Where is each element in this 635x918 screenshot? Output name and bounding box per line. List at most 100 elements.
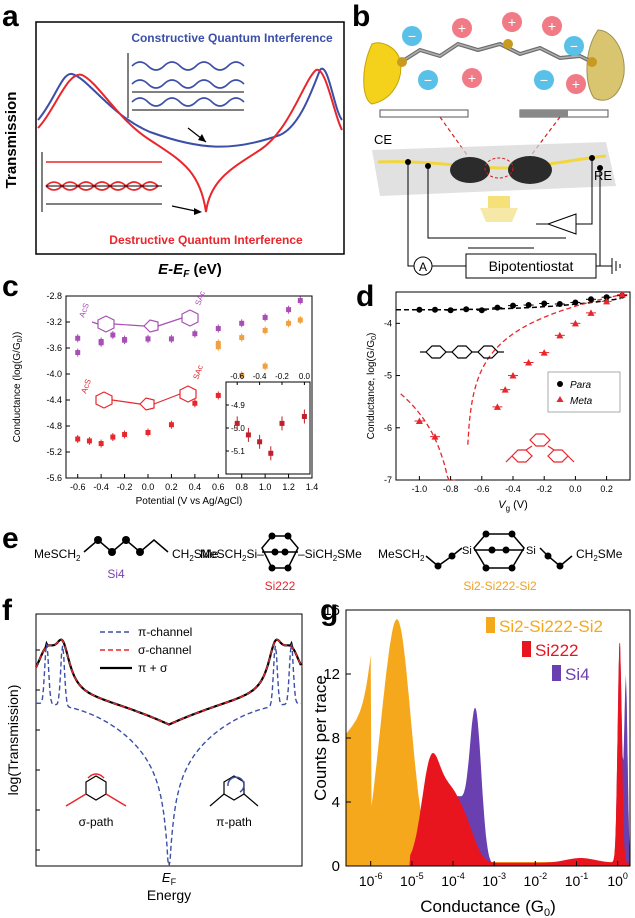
panel-d-para-point — [510, 302, 516, 309]
panel-c-xtick-label: 1.0 — [259, 482, 272, 492]
panel-c-point — [86, 438, 92, 444]
panel-c-ytick-label: -4.8 — [46, 421, 62, 431]
panel-d-meta-point — [525, 359, 533, 366]
panel-a-xlabel: E-EF (eV) — [158, 261, 222, 280]
si2-si222-si2-label: Si2-Si222-Si2 — [463, 579, 537, 593]
panel-d-meta-point — [501, 386, 509, 393]
panel-d-xtick-label: 0.2 — [600, 484, 613, 494]
panel-g-xlabel: Conductance (G0) — [420, 897, 556, 918]
panel-c-inset-ytick-label: -5.0 — [231, 424, 245, 433]
panel-c-point — [168, 422, 174, 428]
svg-text:+: + — [458, 20, 466, 36]
panel-c-molecules: AcS SAc AcS SAc — [77, 290, 207, 411]
panel-label-d: d — [356, 280, 374, 313]
anion-4 — [534, 70, 554, 90]
panel-d-para-point — [494, 304, 501, 311]
panel-c-point — [145, 430, 151, 435]
panel-f-sigma-path-label: σ-path — [79, 815, 114, 829]
panel-d-xtick-label: -0.2 — [536, 484, 552, 494]
svg-text:AcS: AcS — [77, 302, 90, 319]
panel-c-ytick-label: -5.2 — [46, 447, 62, 457]
panel-d-meta-point — [540, 349, 548, 356]
svg-text:−: − — [424, 72, 432, 88]
panel-g-xtick-label: 10-5 — [400, 871, 424, 889]
svg-text:Si: Si — [462, 545, 472, 557]
re-label: RE — [594, 168, 612, 183]
panel-c-point — [262, 314, 268, 320]
panel-d-ytick-label: -6 — [384, 423, 392, 433]
panel-d-legend-meta: Meta — [570, 396, 593, 407]
svg-text:+: + — [508, 14, 516, 30]
svg-text:+: + — [572, 76, 580, 92]
bipotentiostat-label: Bipotentiostat — [489, 258, 574, 274]
panel-d-para-point — [603, 294, 610, 301]
panel-c-inset-point — [257, 439, 263, 445]
svg-text:SAc: SAc — [191, 364, 204, 381]
panel-g-xtick-label: 10-3 — [482, 871, 506, 889]
svg-text:−: − — [540, 72, 548, 88]
panel-g-ylabel: Counts per trace — [311, 675, 330, 801]
panel-d-legend-para: Para — [570, 380, 592, 391]
panel-g-legend-label: Si4 — [565, 665, 590, 684]
panel-c-inset-xtick-label: -0.4 — [253, 372, 267, 381]
panel-c-point — [98, 340, 104, 346]
panel-d-meta-point — [509, 372, 517, 379]
panel-c-inset-point — [279, 420, 285, 426]
panel-d-meta-point — [571, 319, 579, 327]
panel-d-xlabel: Vg (V) — [498, 499, 528, 513]
panel-g-si2-si222-si2-area — [346, 619, 630, 866]
panel-d-xtick-label: 0.0 — [569, 484, 582, 494]
panel-g-ytick-label: 0 — [332, 858, 340, 875]
si4-label: Si4 — [107, 567, 125, 581]
panel-f-xtick-label: EF — [162, 870, 177, 887]
panel-c-xtick-label: 0.8 — [235, 482, 248, 492]
panel-d-ytick-label: -4 — [384, 318, 392, 328]
panel-c-xtick-label: 0.2 — [165, 482, 178, 492]
svg-text:CH2SMe: CH2SMe — [172, 547, 219, 563]
panel-c-xtick-label: 0.6 — [212, 482, 225, 492]
panel-c-ylabel: Conductance (log(G/G0)) — [12, 332, 24, 443]
panel-g-legend-label: Si2-Si222-Si2 — [499, 617, 603, 636]
panel-d-meta-molecule — [505, 433, 575, 463]
svg-text:Si: Si — [526, 545, 536, 557]
panel-c-inset-xtick-label: -0.2 — [275, 372, 289, 381]
panel-label-e: e — [2, 522, 19, 555]
panel-c-inset-xtick-label: -0.6 — [230, 372, 244, 381]
panel-c-point — [110, 434, 116, 440]
constructive-curve — [37, 67, 343, 148]
svg-text:SAc: SAc — [193, 290, 206, 307]
panel-d-molecules — [420, 345, 504, 359]
panel-d-meta-point — [556, 331, 564, 339]
panel-c-point — [168, 336, 174, 342]
panel-f-pi-curve — [36, 643, 301, 867]
svg-text:MeSCH2: MeSCH2 — [378, 547, 425, 563]
panel-d-ytick-label: -7 — [384, 475, 392, 485]
anion-3 — [564, 36, 584, 56]
panel-f-pi-path-label: π-path — [216, 815, 252, 829]
panel-c-inset-ytick-label: -5.1 — [231, 447, 245, 456]
panel-c-inset-point — [245, 432, 251, 438]
panel-d-para-point — [572, 299, 579, 306]
panel-g-ytick-label: 8 — [332, 730, 340, 747]
panel-label-b: b — [352, 0, 370, 33]
panel-c-ytick-label: -5.6 — [46, 473, 62, 483]
cation-2 — [462, 68, 482, 88]
svg-text:−: − — [408, 28, 416, 44]
panel-d-ytick-label: -5 — [384, 371, 392, 381]
panel-c-point — [239, 372, 245, 378]
panel-c-point — [286, 320, 292, 326]
constructive-label: Constructive Quantum Interference — [131, 31, 333, 45]
panel-label-c: c — [2, 270, 19, 303]
panel-d-para-point — [432, 306, 438, 313]
panel-d-meta-point — [493, 403, 501, 410]
panel-c-point — [122, 431, 128, 437]
panel-g-xtick-label: 100 — [607, 871, 628, 889]
panel-c-xtick-label: 0.4 — [189, 482, 202, 492]
panel-d-para-point — [588, 296, 594, 303]
anion-2 — [418, 70, 438, 90]
panel-c-inset-xtick-label: 0.0 — [299, 372, 311, 381]
panel-g-xtick-label: 10-6 — [359, 871, 383, 889]
constructive-wave-inset — [127, 53, 245, 143]
panel-d-para-fit — [396, 297, 621, 311]
